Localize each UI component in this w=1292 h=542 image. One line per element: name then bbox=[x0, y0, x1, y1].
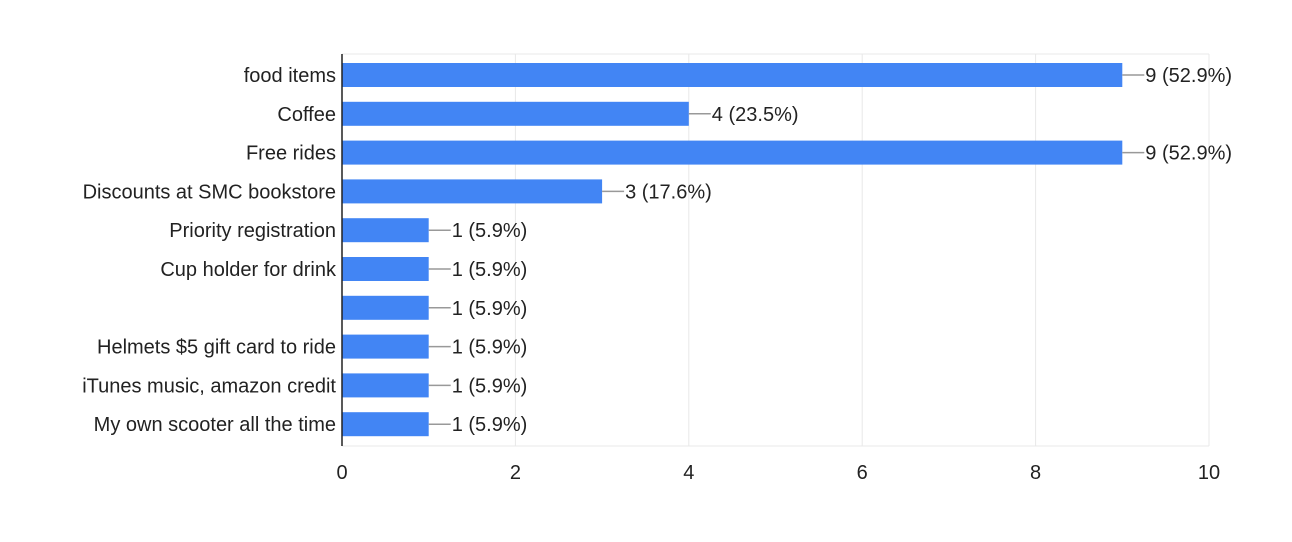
data-label: 9 (52.9%) bbox=[1145, 143, 1232, 165]
x-tick-label: 2 bbox=[510, 462, 521, 484]
category-label: Discounts at SMC bookstore bbox=[83, 181, 336, 203]
data-labels: 9 (52.9%) 4 (23.5%) 9 (52.9%) 3 (17.6%) 1 (5… bbox=[428, 65, 1232, 436]
category-label: Coffee bbox=[277, 104, 336, 126]
category-label: Priority registration bbox=[169, 220, 336, 242]
data-label: 1 (5.9%) bbox=[452, 337, 528, 359]
bar bbox=[342, 373, 429, 398]
category-label: My own scooter all the time bbox=[94, 414, 336, 436]
bar bbox=[342, 101, 689, 126]
data-label: 4 (23.5%) bbox=[712, 104, 799, 126]
bar bbox=[342, 179, 603, 204]
bar bbox=[342, 257, 429, 281]
category-label: iTunes music, amazon credit bbox=[82, 375, 336, 397]
bar bbox=[342, 140, 1123, 165]
bar bbox=[342, 412, 429, 437]
category-labels: food items Coffee Free rides Discounts at S… bbox=[82, 65, 337, 436]
data-label: 1 (5.9%) bbox=[452, 298, 528, 320]
x-tick-label: 6 bbox=[857, 462, 868, 484]
data-label: 3 (17.6%) bbox=[625, 181, 712, 203]
bar bbox=[342, 63, 1123, 87]
bar bbox=[342, 334, 429, 359]
category-label: Helmets $5 gift card to ride bbox=[97, 337, 336, 359]
bars bbox=[342, 63, 1123, 437]
x-tick-label: 10 bbox=[1198, 462, 1220, 484]
x-tick-label: 4 bbox=[683, 462, 694, 484]
data-label: 9 (52.9%) bbox=[1145, 65, 1232, 87]
category-label: Free rides bbox=[246, 143, 336, 165]
category-label: food items bbox=[244, 65, 336, 87]
x-axis-ticks: 0 2 4 6 8 10 bbox=[336, 462, 1220, 484]
data-label: 1 (5.9%) bbox=[452, 259, 528, 281]
bar bbox=[342, 218, 429, 243]
data-label: 1 (5.9%) bbox=[452, 414, 528, 436]
data-label: 1 (5.9%) bbox=[452, 220, 528, 242]
data-label: 1 (5.9%) bbox=[452, 375, 528, 397]
category-label: Cup holder for drink bbox=[160, 259, 337, 281]
x-tick-label: 8 bbox=[1030, 462, 1041, 484]
bar bbox=[342, 295, 429, 320]
x-tick-label: 0 bbox=[336, 462, 347, 484]
